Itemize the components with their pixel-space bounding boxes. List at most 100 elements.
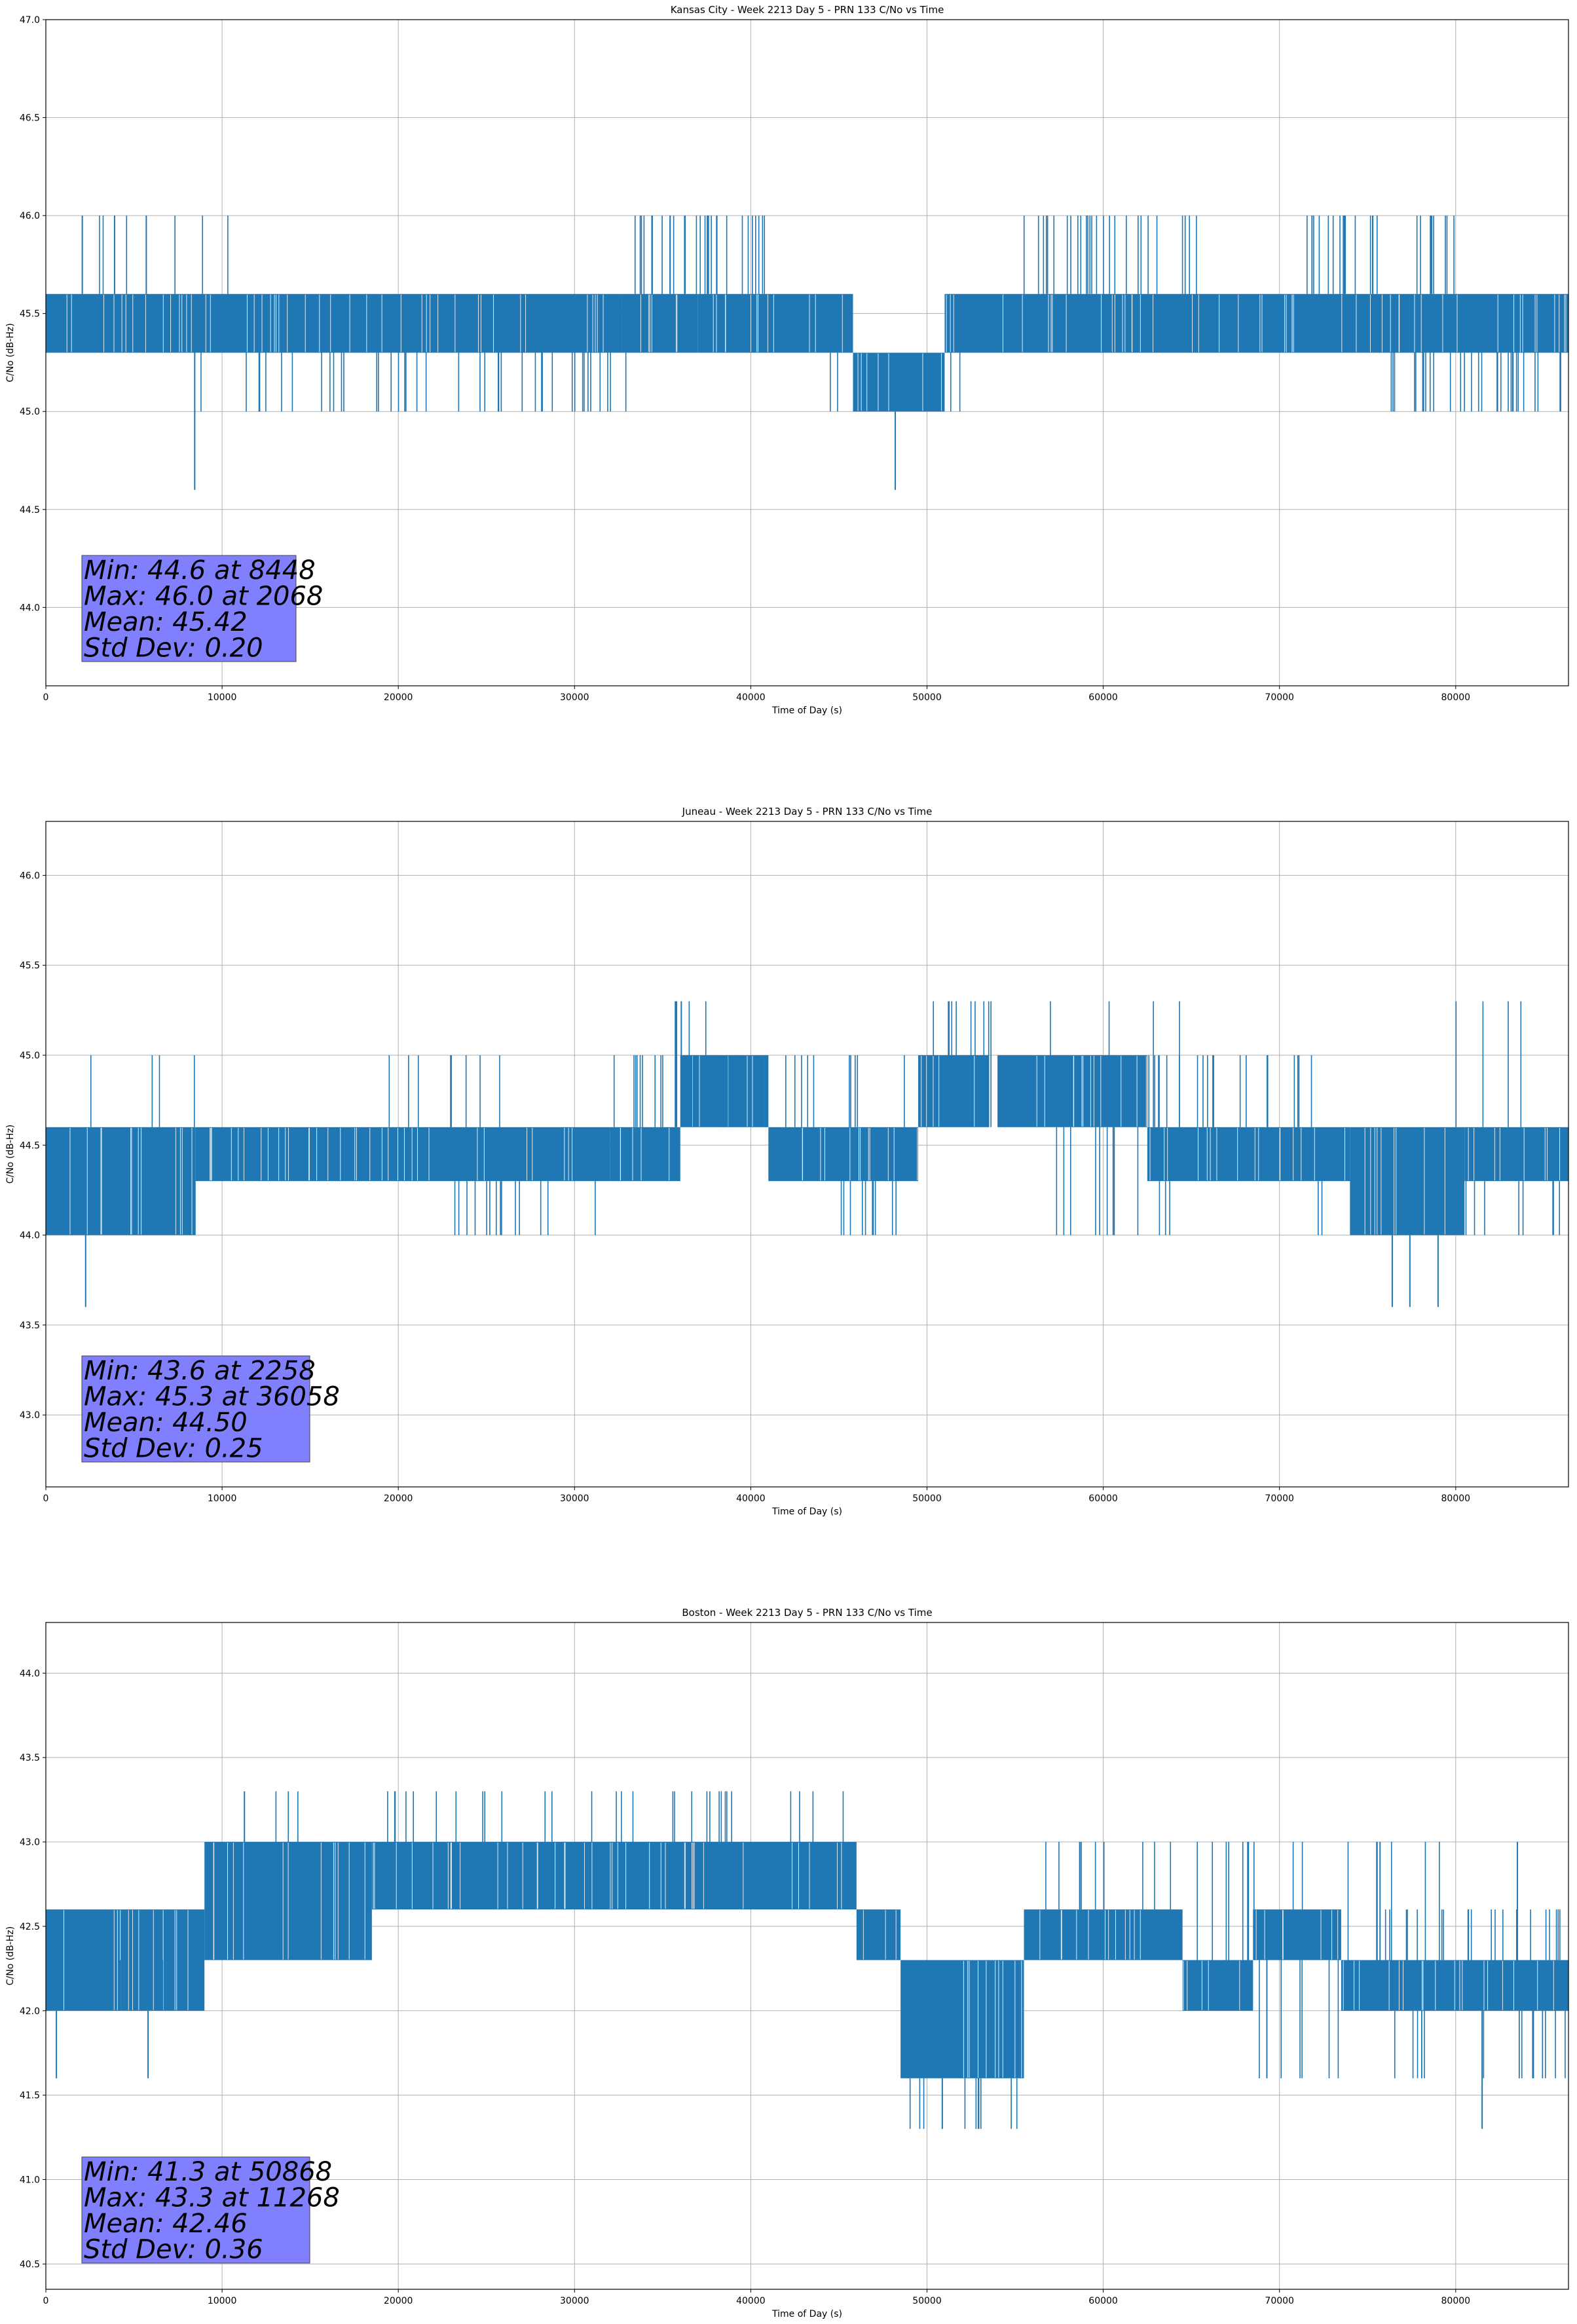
data-band <box>610 1127 680 1182</box>
data-band <box>853 352 945 412</box>
chart-title: Boston - Week 2213 Day 5 - PRN 133 C/No … <box>682 1607 932 1619</box>
y-tick-label: 45.5 <box>20 309 40 320</box>
y-tick-label: 45.0 <box>20 1051 40 1061</box>
stats-box <box>81 555 297 662</box>
x-tick-label: 50000 <box>912 2296 942 2306</box>
y-tick-label: 45.0 <box>20 407 40 417</box>
x-tick-label: 20000 <box>384 692 413 703</box>
stats-box <box>81 1355 310 1463</box>
data-band <box>371 1842 857 1910</box>
data-band <box>918 1055 989 1127</box>
stats-line: Mean: 44.50 <box>84 1408 248 1438</box>
x-tick-label: 60000 <box>1088 692 1118 703</box>
y-tick-label: 45.5 <box>20 961 40 971</box>
data-series <box>46 216 1568 490</box>
x-tick-label: 50000 <box>912 692 942 703</box>
x-tick-label: 40000 <box>736 2296 766 2306</box>
chart-title: Kansas City - Week 2213 Day 5 - PRN 133 … <box>671 4 944 16</box>
data-series <box>46 1001 1568 1307</box>
data-series <box>46 1791 1568 2129</box>
x-tick-label: 70000 <box>1265 1493 1294 1504</box>
chart-panel: 0 10000 20000 30000 40000 50000 60000 70000 8000… <box>5 806 1569 1517</box>
x-tick-label: 30000 <box>560 2296 589 2306</box>
x-axis-label: Time of Day (s) <box>771 2309 842 2319</box>
x-tick-label: 30000 <box>560 1493 589 1504</box>
stats-line: Max: 46.0 at 2068 <box>84 582 323 612</box>
x-axis-label: Time of Day (s) <box>771 705 842 716</box>
stats-line: Max: 43.3 at 11268 <box>84 2183 340 2213</box>
chart-panel: 0 10000 20000 30000 40000 50000 60000 70000 8000… <box>5 1607 1569 2319</box>
stats-box <box>81 2156 310 2264</box>
data-band <box>1024 1909 1183 1960</box>
data-band <box>46 1127 196 1235</box>
data-band <box>856 1909 901 1960</box>
y-tick-label: 40.5 <box>20 2259 40 2270</box>
x-tick-label: 20000 <box>384 2296 413 2306</box>
chart-title: Juneau - Week 2213 Day 5 - PRN 133 C/No … <box>682 806 933 817</box>
y-axis-label: C/No (dB-Hz) <box>5 323 16 382</box>
y-tick-label: 42.5 <box>20 1922 40 1932</box>
x-tick-label: 30000 <box>560 692 589 703</box>
data-band <box>622 293 698 353</box>
y-tick-label: 46.5 <box>20 113 40 124</box>
y-tick-label: 44.0 <box>20 603 40 613</box>
stats-line: Std Dev: 0.20 <box>84 633 263 664</box>
data-band <box>1253 1909 1341 1960</box>
y-tick-label: 46.0 <box>20 871 40 881</box>
y-tick-label: 43.5 <box>20 1321 40 1331</box>
x-tick-label: 10000 <box>208 692 237 703</box>
stats-line: Mean: 45.42 <box>84 607 248 637</box>
x-tick-label: 70000 <box>1265 2296 1294 2306</box>
y-tick-label: 44.0 <box>20 1231 40 1241</box>
data-band <box>1182 1960 1253 2011</box>
data-band <box>1464 1127 1568 1182</box>
data-band <box>997 1055 1147 1127</box>
y-tick-label: 43.0 <box>20 1410 40 1421</box>
x-tick-label: 60000 <box>1088 1493 1118 1504</box>
stats-line: Min: 43.6 at 2258 <box>84 1356 316 1386</box>
y-tick-label: 42.0 <box>20 2006 40 2017</box>
x-tick-label: 0 <box>43 692 49 703</box>
y-axis-label: C/No (dB-Hz) <box>5 1125 16 1184</box>
y-tick-label: 41.5 <box>20 2091 40 2101</box>
y-tick-label: 44.5 <box>20 505 40 515</box>
stats-line: Max: 45.3 at 36058 <box>84 1382 340 1412</box>
x-tick-label: 0 <box>43 2296 49 2306</box>
data-band <box>46 1909 205 2011</box>
y-tick-label: 44.0 <box>20 1668 40 1679</box>
stats-line: Std Dev: 0.36 <box>84 2235 263 2265</box>
chart-panel: 0 10000 20000 30000 40000 50000 60000 70000 8000… <box>5 4 1569 716</box>
x-tick-label: 80000 <box>1441 1493 1471 1504</box>
y-axis-label: C/No (dB-Hz) <box>5 1926 16 1985</box>
x-tick-label: 20000 <box>384 1493 413 1504</box>
y-tick-label: 41.0 <box>20 2175 40 2185</box>
data-band <box>46 293 622 353</box>
data-band <box>1350 1127 1465 1235</box>
x-tick-label: 50000 <box>912 1493 942 1504</box>
y-tick-label: 43.5 <box>20 1753 40 1763</box>
x-tick-label: 80000 <box>1441 2296 1471 2306</box>
data-band <box>900 1960 1024 2078</box>
x-tick-label: 10000 <box>208 1493 237 1504</box>
data-band <box>1147 1127 1350 1182</box>
y-tick-label: 43.0 <box>20 1837 40 1848</box>
stats-line: Std Dev: 0.25 <box>84 1434 263 1464</box>
x-axis-label: Time of Day (s) <box>771 1507 842 1517</box>
data-band <box>680 1055 769 1127</box>
x-tick-label: 10000 <box>208 2296 237 2306</box>
x-tick-label: 80000 <box>1441 692 1471 703</box>
x-tick-label: 40000 <box>736 1493 766 1504</box>
y-tick-label: 44.5 <box>20 1140 40 1151</box>
axes-frame <box>45 1622 1569 2290</box>
stats-line: Mean: 42.46 <box>84 2209 248 2239</box>
axes-frame <box>45 821 1569 1488</box>
stats-line: Min: 44.6 at 8448 <box>84 555 316 586</box>
y-tick-label: 47.0 <box>20 15 40 26</box>
data-band <box>944 293 1568 353</box>
x-tick-label: 70000 <box>1265 692 1294 703</box>
stats-line: Min: 41.3 at 50868 <box>84 2157 332 2187</box>
x-tick-label: 40000 <box>736 692 766 703</box>
data-band <box>768 1127 919 1182</box>
axes-frame <box>45 19 1569 686</box>
